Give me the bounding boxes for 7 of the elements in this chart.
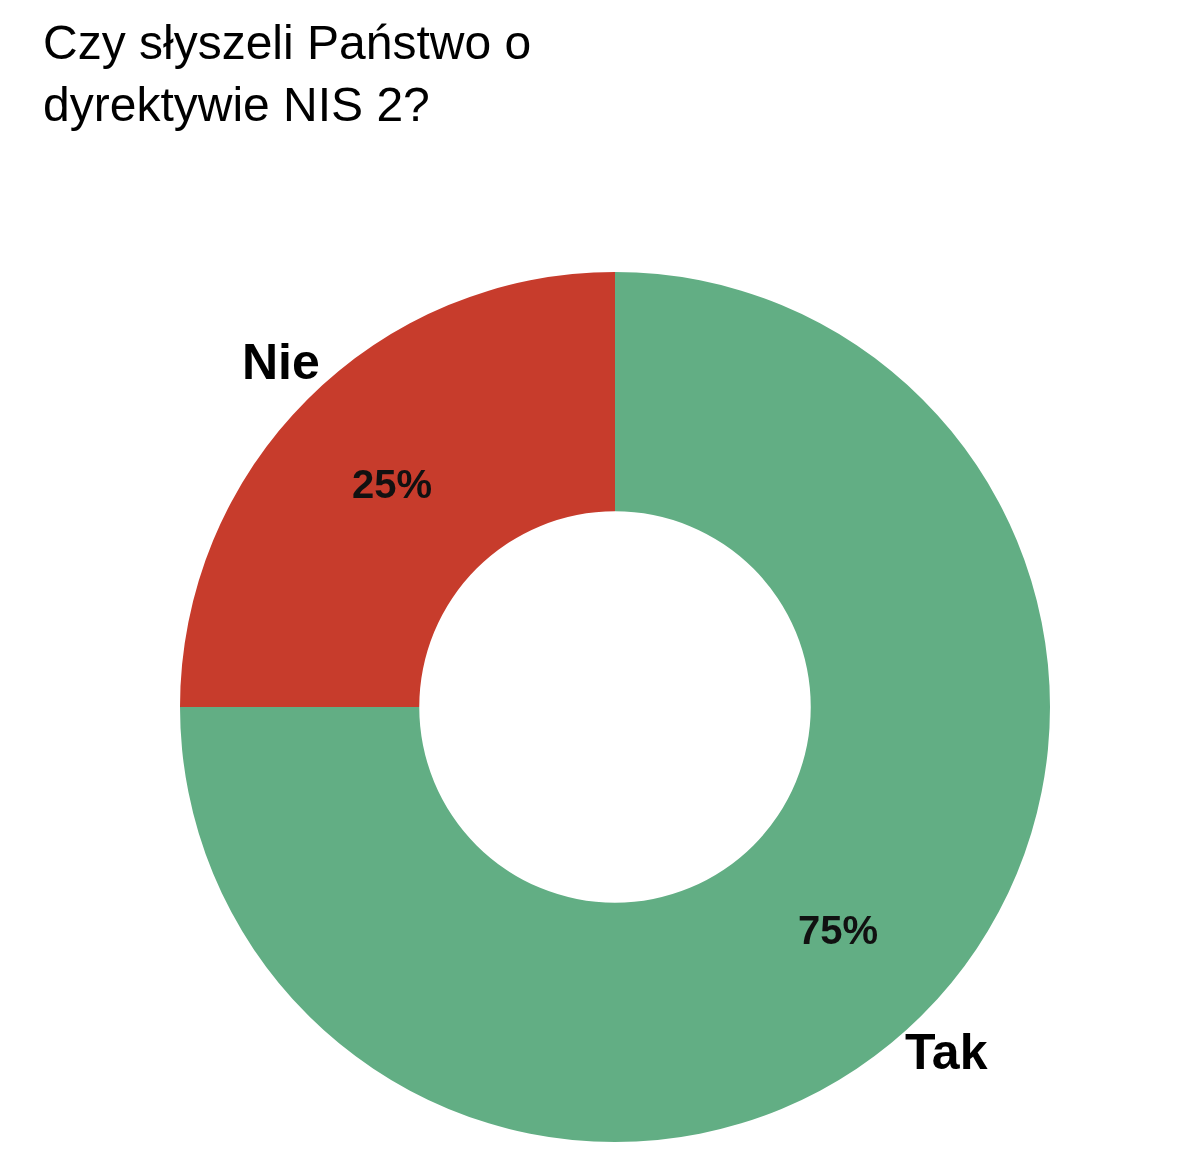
slice-label: Nie	[242, 334, 320, 390]
chart-title: Czy słyszeli Państwo o dyrektywie NIS 2?	[43, 15, 532, 131]
data-label: 25%	[351, 462, 433, 506]
data-label: 75%	[797, 908, 879, 952]
donut-slice	[180, 272, 615, 707]
donut-slice	[180, 272, 1050, 1142]
slice-label: Tak	[905, 1024, 988, 1080]
